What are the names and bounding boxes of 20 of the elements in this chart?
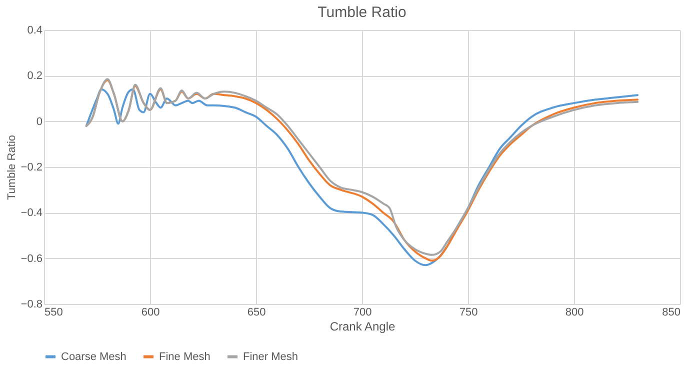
x-tick-label: 650 xyxy=(247,306,266,318)
x-tick-label: 750 xyxy=(459,306,478,318)
legend-label: Fine Mesh xyxy=(159,350,210,363)
y-tick-label: −0.4 xyxy=(20,207,42,220)
legend-label: Finer Mesh xyxy=(243,350,298,363)
y-axis-title: Tumble Ratio xyxy=(6,134,18,200)
y-tick-label: −0.8 xyxy=(20,298,42,310)
y-tick-label: −0.2 xyxy=(20,162,42,174)
y-tick-label: 0.4 xyxy=(27,24,42,36)
chart-title: Tumble Ratio xyxy=(318,4,406,21)
x-tick-label: 700 xyxy=(353,306,372,318)
x-tick-label: 600 xyxy=(141,306,160,318)
x-axis-title: Crank Angle xyxy=(330,320,396,334)
x-tick-label: 550 xyxy=(44,306,63,318)
x-tick-label: 800 xyxy=(565,306,584,318)
legend-label: Coarse Mesh xyxy=(61,350,126,363)
y-tick-label: 0 xyxy=(36,116,42,128)
y-tick-label: −0.6 xyxy=(20,252,42,265)
x-tick-label: 850 xyxy=(662,306,680,318)
y-tick-label: 0.2 xyxy=(27,70,42,82)
